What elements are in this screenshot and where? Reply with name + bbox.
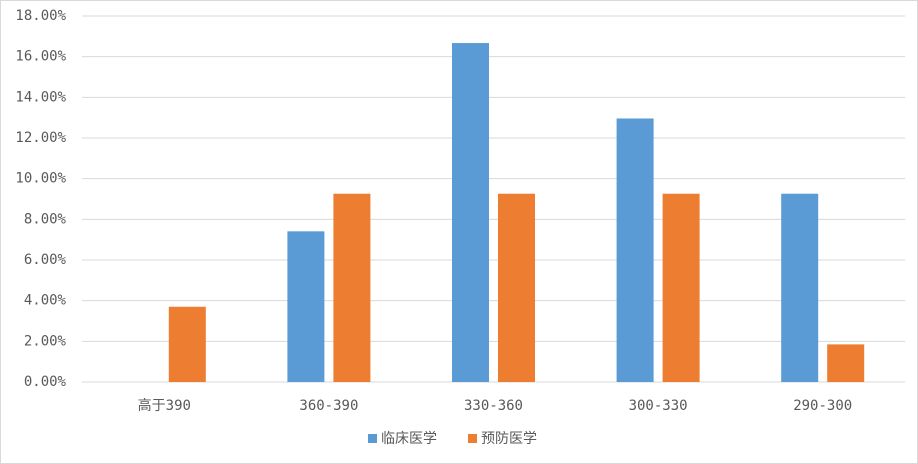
x-tick-label: 330-360: [464, 398, 523, 414]
y-tick-label: 18.00%: [15, 8, 66, 24]
bar: [827, 344, 865, 382]
y-tick-label: 10.00%: [15, 171, 66, 187]
bar: [498, 193, 535, 382]
bar: [287, 231, 325, 382]
y-tick-label: 4.00%: [24, 293, 67, 309]
legend-swatch: [368, 434, 377, 443]
y-tick-label: 14.00%: [15, 89, 66, 105]
y-tick-label: 2.00%: [24, 333, 67, 349]
bar: [781, 193, 819, 382]
x-tick-label: 360-390: [299, 398, 358, 414]
legend-label: 预防医学: [481, 431, 537, 447]
y-tick-label: 6.00%: [24, 252, 67, 268]
x-tick-label: 300-330: [629, 398, 688, 414]
x-tick-label: 高于390: [138, 397, 191, 414]
bar: [333, 193, 371, 382]
legend-swatch: [468, 434, 477, 443]
y-tick-label: 8.00%: [24, 211, 67, 227]
legend-label: 临床医学: [381, 431, 437, 447]
bar: [662, 193, 700, 382]
bar: [616, 118, 654, 382]
y-tick-label: 0.00%: [24, 374, 67, 390]
y-tick-label: 16.00%: [15, 49, 66, 65]
x-tick-label: 290-300: [793, 398, 852, 414]
y-tick-label: 12.00%: [15, 130, 66, 146]
bar: [452, 43, 489, 382]
bar: [168, 306, 206, 382]
